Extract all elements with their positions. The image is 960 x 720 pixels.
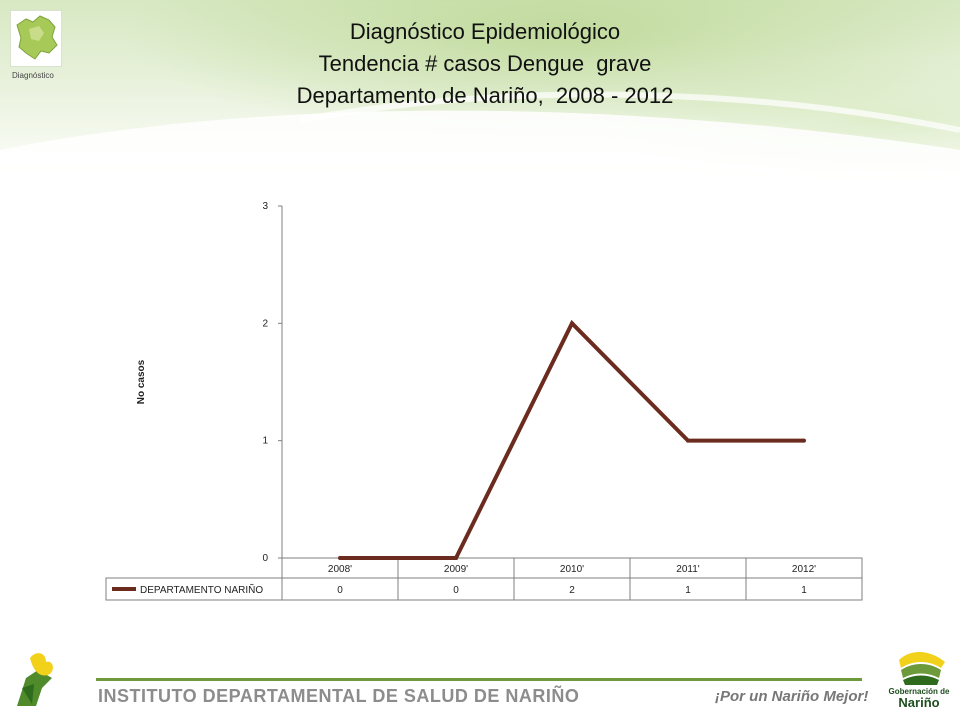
x-category-label: 2010' (560, 564, 584, 575)
logo-caption: Diagnóstico (12, 71, 54, 80)
y-tick-label: 3 (262, 201, 268, 212)
y-tick-label: 0 (262, 553, 268, 564)
x-category-label: 2012' (792, 564, 816, 575)
y-tick-label: 1 (262, 436, 268, 447)
series-point (570, 321, 574, 326)
gob-big-text: Nariño (898, 695, 940, 710)
x-category-label: 2009' (444, 564, 468, 575)
table-value-cell: 0 (337, 585, 343, 596)
table-value-cell: 2 (569, 585, 575, 596)
series-point (802, 438, 806, 443)
table-value-cell: 1 (685, 585, 691, 596)
nariño-map-logo (10, 10, 62, 67)
series-line (340, 319, 804, 560)
table-data-row (105, 577, 863, 601)
x-category-label: 2008' (328, 564, 352, 575)
footer-divider (96, 678, 862, 681)
series-point (454, 556, 458, 560)
series-point (686, 438, 690, 443)
title-line-1: Diagnóstico Epidemiológico (349, 19, 621, 44)
series-point (338, 556, 342, 560)
legend-series-name: DEPARTAMENTO NARIÑO (140, 583, 263, 596)
table-value-cell: 0 (453, 585, 459, 596)
y-tick-label: 2 (262, 318, 268, 329)
institute-logo (17, 653, 53, 706)
institute-name: INSTITUTO DEPARTAMENTAL DE SALUD DE NARI… (98, 686, 580, 706)
page-title: Diagnóstico Epidemiológico Tendencia # c… (200, 16, 770, 112)
gobernacion-logo-text: Gobernación de Nariño (884, 687, 954, 710)
gob-small-text: Gobernación de (888, 687, 950, 696)
header-swoosh (0, 91, 960, 190)
title-line-2: Tendencia # casos Dengue grave (318, 51, 652, 76)
table-value-cell: 1 (801, 585, 807, 596)
gobernacion-logo-icon (899, 651, 945, 685)
footer-slogan: ¡Por un Nariño Mejor! (715, 688, 869, 705)
y-axis-title: No casos (136, 359, 147, 404)
map-icon (16, 15, 58, 60)
x-category-label: 2011' (676, 564, 700, 575)
title-line-3: Departamento de Nariño, 2008 - 2012 (296, 83, 674, 108)
